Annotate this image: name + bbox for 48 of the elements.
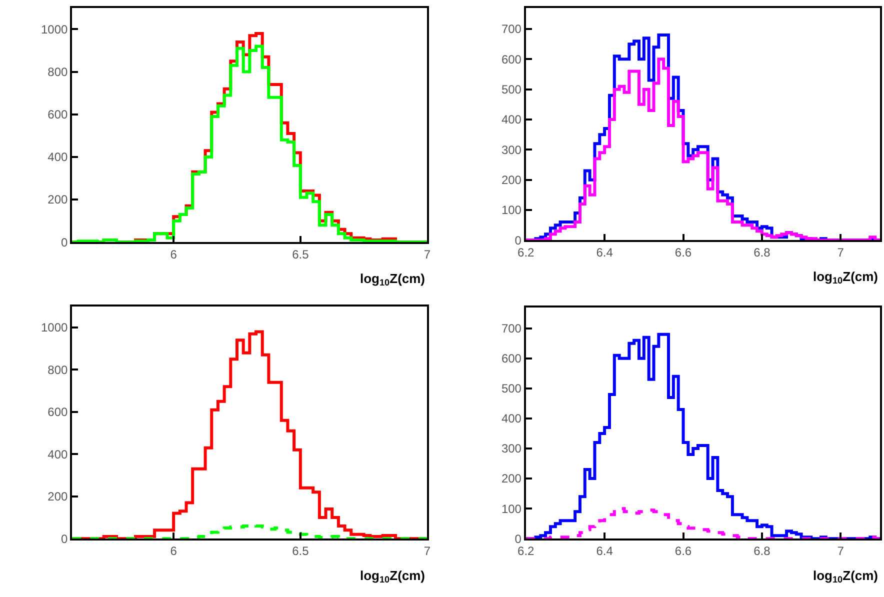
y-tick-label: 500 — [501, 382, 522, 396]
y-tick-label: 200 — [48, 490, 68, 504]
y-tick-label: 100 — [501, 502, 522, 516]
y-tick-label: 100 — [501, 203, 522, 218]
y-tick-label: 700 — [501, 22, 522, 36]
y-tick-label: 600 — [501, 52, 522, 66]
y-tick-label: 1000 — [41, 320, 68, 335]
x-tick-label: 6.6 — [674, 544, 692, 558]
y-tick-label: 600 — [48, 108, 68, 122]
y-tick-label: 200 — [501, 472, 522, 486]
y-tick-label: 400 — [48, 150, 68, 164]
x-tick-label: 6.8 — [754, 246, 771, 260]
y-tick-label: 0 — [61, 235, 68, 250]
y-tick-label: 500 — [501, 82, 522, 97]
y-tick-label: 1000 — [41, 22, 68, 36]
y-tick-label: 800 — [48, 64, 68, 79]
x-tick-label: 6.5 — [292, 248, 310, 262]
x-tick-label: 6 — [170, 248, 178, 262]
x-tick-label: 6 — [170, 544, 178, 558]
x-tick-label: 6.4 — [596, 246, 614, 260]
x-tick-label: 7 — [837, 544, 844, 558]
y-tick-label: 800 — [48, 362, 68, 377]
x-tick-label: 6.6 — [674, 246, 692, 260]
y-tick-label: 700 — [501, 322, 522, 336]
y-tick-label: 300 — [501, 142, 522, 157]
y-tick-label: 0 — [514, 233, 522, 248]
x-tick-label: 6.5 — [292, 544, 310, 558]
y-tick-label: 600 — [48, 405, 68, 420]
x-axis-title: log$_{10}$Z(cm) — [360, 568, 426, 585]
y-tick-label: 400 — [501, 412, 522, 426]
x-tick-label: 6.2 — [518, 246, 535, 260]
x-tick-label: 6.8 — [754, 544, 771, 558]
x-axis-title: log$_{10}$Z(cm) — [813, 269, 878, 286]
y-tick-label: 0 — [61, 532, 68, 546]
y-tick-label: 600 — [501, 352, 522, 366]
x-tick-label: 7 — [837, 246, 844, 260]
y-tick-label: 400 — [48, 447, 68, 462]
x-tick-label: 7 — [424, 544, 431, 558]
y-tick-label: 200 — [48, 192, 68, 207]
x-axis-title: log$_{10}$Z(cm) — [360, 271, 426, 288]
y-tick-label: 300 — [501, 442, 522, 456]
y-tick-label: 200 — [501, 173, 522, 188]
x-tick-label: 6.4 — [596, 544, 614, 558]
x-tick-label: 6.2 — [518, 544, 535, 558]
y-tick-label: 0 — [514, 532, 522, 546]
x-tick-label: 7 — [424, 248, 431, 262]
x-axis-title: log$_{10}$Z(cm) — [813, 568, 878, 585]
y-tick-label: 400 — [501, 112, 522, 127]
